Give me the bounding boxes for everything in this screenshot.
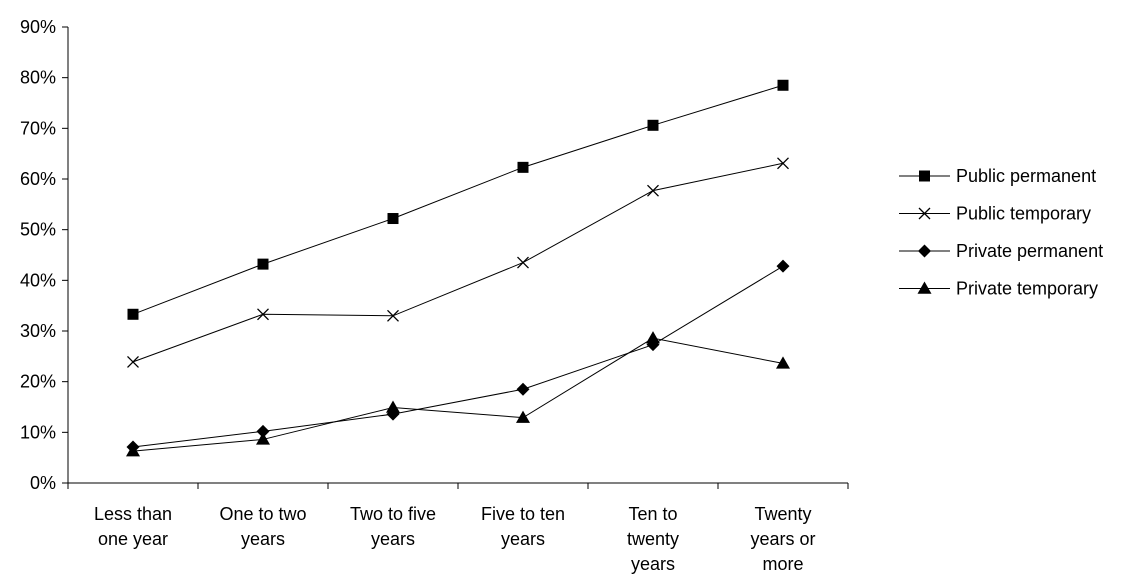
data-point-public-permanent [387, 213, 399, 225]
y-tick-label: 30% [20, 321, 56, 341]
data-point-private-temporary [386, 400, 400, 413]
x-tick-label-line: years [501, 529, 545, 549]
x-tick-label: Two to five years [350, 504, 436, 549]
legend-label-public-temporary: Public temporary [956, 204, 1091, 224]
data-point-private-temporary [256, 432, 270, 445]
data-point-private-permanent [256, 424, 270, 438]
x-tick-label-line: years or [750, 529, 815, 549]
data-point-public-permanent [647, 119, 659, 131]
x-tick-label-line: Twenty [754, 504, 811, 524]
series-line-public-permanent [132, 84, 784, 315]
y-tick-label: 10% [20, 422, 56, 442]
data-point-private-permanent [516, 382, 530, 396]
x-tick-label-line: One to two [219, 504, 306, 524]
y-tick-label: 90% [20, 17, 56, 37]
y-tick-label: 50% [20, 220, 56, 240]
data-point-public-permanent [777, 79, 789, 91]
data-point-public-permanent [127, 308, 139, 320]
data-point-private-permanent [776, 259, 790, 273]
data-point-private-temporary [516, 410, 530, 423]
legend-marker-private-temporary [917, 281, 932, 294]
data-point-public-temporary [777, 157, 789, 170]
y-tick-label: 20% [20, 372, 56, 392]
series-line-public-temporary [132, 162, 784, 363]
data-point-public-temporary [517, 256, 529, 269]
x-tick-label: Ten to twenty years [627, 504, 679, 574]
data-point-private-temporary [126, 444, 140, 457]
y-tick-label: 80% [20, 68, 56, 88]
x-tick-label-line: Five to ten [481, 504, 565, 524]
data-point-public-temporary [647, 184, 659, 197]
tick-labels: 0% 10% 20% 30% 40% 50% 60% 70% 80% 90% Less than on… [20, 17, 816, 574]
series-line-private-temporary [132, 337, 784, 452]
x-tick-label-line: years [631, 554, 675, 574]
y-tick-label: 60% [20, 169, 56, 189]
axes [62, 26, 849, 489]
legend-marker-public-permanent [919, 170, 930, 182]
y-tick-label: 40% [20, 270, 56, 290]
series-lines [132, 84, 784, 452]
x-tick-label: Less than one year [94, 504, 172, 549]
data-point-public-temporary [387, 309, 399, 322]
x-tick-label: Five to ten years [481, 504, 565, 549]
legend: Public permanent Public temporary Private … [899, 166, 1103, 299]
legend-marker-private-permanent [918, 244, 931, 258]
data-point-public-temporary [257, 308, 269, 321]
legend-label-private-permanent: Private permanent [956, 241, 1103, 261]
x-tick-label-line: Less than [94, 504, 172, 524]
data-point-public-permanent [517, 161, 529, 173]
data-point-private-temporary [776, 356, 790, 369]
y-tick-label: 0% [30, 473, 56, 493]
data-point-public-permanent [257, 258, 269, 270]
x-tick-label: Twenty years or more [750, 504, 815, 574]
series-markers [126, 79, 790, 457]
series-line-private-permanent [132, 265, 784, 448]
data-point-private-temporary [646, 331, 660, 344]
x-tick-label-line: Two to five [350, 504, 436, 524]
legend-marker-public-temporary [918, 207, 931, 220]
x-tick-label-line: years [241, 529, 285, 549]
x-tick-label-line: twenty [627, 529, 679, 549]
legend-label-public-permanent: Public permanent [956, 166, 1096, 186]
x-tick-label-line: more [762, 554, 803, 574]
x-tick-label-line: Ten to [628, 504, 677, 524]
legend-label-private-temporary: Private temporary [956, 279, 1098, 299]
x-tick-label-line: years [371, 529, 415, 549]
x-tick-label-line: one year [98, 529, 168, 549]
x-tick-label: One to two years [219, 504, 306, 549]
data-point-public-temporary [127, 355, 139, 368]
y-tick-label: 70% [20, 118, 56, 138]
